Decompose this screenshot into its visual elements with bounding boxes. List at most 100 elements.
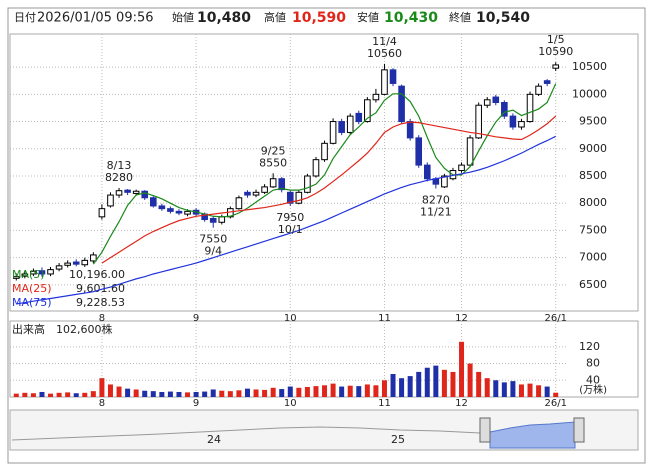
candle-body: [535, 85, 542, 95]
candle-body: [312, 159, 320, 177]
volume-bar: [219, 390, 225, 397]
annotation-value: 7550: [199, 233, 227, 246]
y-tick-label: 80: [586, 357, 600, 370]
annotation-date: 8/13: [107, 159, 132, 172]
navigator-range: [489, 421, 576, 449]
candle-body: [278, 178, 286, 191]
volume-bar: [253, 389, 259, 397]
volume-bar: [484, 378, 490, 397]
volume-bar: [262, 389, 268, 397]
x-tick-label: 8: [99, 313, 105, 324]
candle-body: [475, 104, 482, 139]
volume-bar: [313, 386, 319, 397]
y-tick-label: 120: [579, 340, 600, 353]
navigator-handle[interactable]: [479, 417, 491, 443]
volume-bar: [527, 383, 533, 397]
candle-body: [338, 121, 345, 133]
candle-body: [30, 270, 37, 275]
volume-bar: [13, 393, 19, 397]
header-label: 日付: [14, 11, 36, 24]
volume-bar: [30, 393, 36, 397]
candle-body: [346, 115, 354, 133]
candle-body: [543, 80, 551, 84]
volume-bar: [227, 391, 233, 397]
volume-bar: [304, 386, 310, 397]
annotation-value: 10560: [367, 47, 402, 60]
volume-bar: [159, 391, 165, 397]
candle-body: [132, 190, 140, 194]
annotation-value: 8280: [105, 171, 133, 184]
candle-body: [518, 121, 525, 128]
x-tick-label: 12: [455, 398, 468, 409]
candle-body: [218, 216, 226, 223]
header-high: 10,590: [292, 10, 346, 26]
candle-body: [329, 121, 337, 144]
candle-body: [406, 121, 414, 139]
volume-bar: [424, 367, 430, 397]
candle-body: [47, 269, 54, 275]
candle-body: [286, 191, 294, 204]
candle-body: [466, 137, 474, 166]
volume-bar: [501, 382, 507, 397]
candle-body: [21, 273, 29, 277]
volume-bar: [373, 385, 379, 397]
volume-bar: [364, 384, 370, 397]
volume-bar: [236, 390, 242, 397]
candle-body: [458, 164, 465, 172]
x-tick-label: 10: [284, 398, 297, 409]
annotation-value: 10590: [538, 45, 573, 58]
x-tick-label: 8: [99, 398, 105, 409]
navigator-line: [11, 426, 491, 441]
ma-line: [16, 135, 556, 305]
volume-bar: [142, 390, 148, 397]
candle-body: [158, 205, 166, 210]
candle-body: [492, 96, 500, 104]
candle-body: [501, 102, 508, 117]
volume-bar: [416, 371, 422, 397]
volume-bar: [339, 386, 345, 397]
volume-bar: [48, 393, 54, 397]
volume-bar: [210, 389, 216, 397]
x-tick-label: 11: [378, 398, 391, 409]
volume-bar: [176, 391, 182, 397]
volume-bar: [244, 388, 250, 397]
annotation-value: 8270: [422, 194, 450, 207]
volume-bar: [322, 385, 328, 397]
y-tick-label: 9500: [579, 115, 607, 128]
header-datetime: 2026/01/05 09:56: [37, 11, 154, 26]
volume-bar: [390, 374, 396, 397]
y-tick-label: 10000: [572, 87, 607, 100]
volume-bar: [493, 380, 499, 397]
candle-body: [526, 93, 534, 123]
volume-bar: [441, 369, 447, 397]
y-tick-label: 8000: [579, 196, 607, 209]
volume-bar: [167, 391, 173, 397]
y-tick-label: 7500: [579, 223, 607, 236]
volume-bar: [407, 376, 413, 397]
navigator-handle[interactable]: [573, 417, 585, 443]
volume-unit: (万株): [579, 383, 607, 396]
candle-body: [209, 217, 217, 223]
annotation-date: 1/5: [547, 33, 565, 46]
annotation-value: 8550: [259, 156, 287, 169]
header-label: 高値: [264, 10, 286, 24]
volume-bar: [553, 392, 559, 397]
x-tick-label: 9: [193, 398, 199, 409]
volume-bar: [56, 392, 62, 397]
annotation-date: 10/1: [278, 223, 303, 236]
candle-body: [149, 197, 157, 207]
volume-bar: [510, 381, 516, 397]
volume-bar: [381, 380, 387, 397]
annotation-date: 11/21: [420, 206, 452, 219]
navigator-label: 25: [391, 433, 405, 446]
volume-bar: [202, 391, 208, 397]
volume-bar: [287, 386, 293, 397]
x-tick-label: 11: [378, 313, 391, 324]
volume-bar: [90, 391, 96, 397]
candle-body: [38, 270, 46, 275]
volume-bar: [133, 389, 139, 397]
annotation-date: 11/4: [372, 35, 397, 48]
volume-bar: [73, 393, 79, 397]
candle-body: [64, 262, 71, 266]
candle-body: [98, 208, 106, 218]
